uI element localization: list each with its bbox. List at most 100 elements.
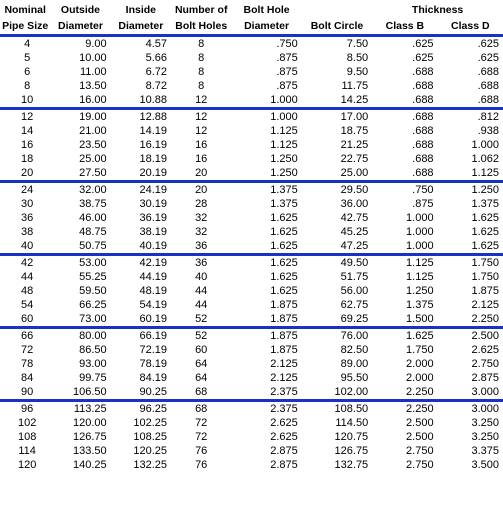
table-cell: 2.375 xyxy=(231,402,301,416)
table-cell: .688 xyxy=(372,110,437,124)
table-cell: 120.25 xyxy=(111,444,171,458)
table-cell: 16.19 xyxy=(111,138,171,152)
table-cell: 24.19 xyxy=(111,183,171,197)
table-cell: .812 xyxy=(438,110,503,124)
table-cell: 48 xyxy=(0,284,50,298)
table-cell: 78 xyxy=(0,357,50,371)
table-cell: 8 xyxy=(0,79,50,93)
table-cell: 1.000 xyxy=(372,239,437,255)
table-cell: 40.19 xyxy=(111,239,171,255)
table-row: 90106.5090.25682.375102.002.2503.000 xyxy=(0,385,503,401)
table-cell: 72 xyxy=(171,416,231,430)
table-row: 1825.0018.19161.25022.75.6881.062 xyxy=(0,152,503,166)
table-cell: 76.00 xyxy=(302,329,372,343)
table-cell: 1.625 xyxy=(231,270,301,284)
table-cell: 20 xyxy=(171,166,231,182)
table-row: 49.004.578.7507.50.625.625 xyxy=(0,37,503,51)
table-cell: 2.625 xyxy=(231,430,301,444)
table-cell: 108 xyxy=(0,430,50,444)
table-cell: 1.062 xyxy=(438,152,503,166)
table-row: 813.508.728.87511.75.688.688 xyxy=(0,79,503,93)
table-cell: 2.500 xyxy=(438,329,503,343)
table-cell: 2.875 xyxy=(438,371,503,385)
table-cell: 56.00 xyxy=(302,284,372,298)
table-cell: 133.50 xyxy=(50,444,110,458)
table-cell: .625 xyxy=(438,37,503,51)
table-cell: 48.75 xyxy=(50,225,110,239)
table-cell: 132.75 xyxy=(302,458,372,472)
table-cell: 2.000 xyxy=(372,371,437,385)
table-cell: 25.00 xyxy=(50,152,110,166)
table-cell: .688 xyxy=(372,93,437,109)
table-cell: 14 xyxy=(0,124,50,138)
table-cell: 1.625 xyxy=(438,225,503,239)
table-cell: 5.66 xyxy=(111,51,171,65)
table-cell: 55.25 xyxy=(50,270,110,284)
table-cell: 73.00 xyxy=(50,312,110,328)
table-cell: 29.50 xyxy=(302,183,372,197)
table-cell: 60 xyxy=(171,343,231,357)
table-row: 3848.7538.19321.62545.251.0001.625 xyxy=(0,225,503,239)
table-cell: 2.500 xyxy=(372,416,437,430)
table-cell: 40 xyxy=(171,270,231,284)
table-cell: 5 xyxy=(0,51,50,65)
table-cell: 47.25 xyxy=(302,239,372,255)
table-row: 3646.0036.19321.62542.751.0001.625 xyxy=(0,211,503,225)
table-cell: 60.19 xyxy=(111,312,171,328)
table-cell: 18 xyxy=(0,152,50,166)
table-cell: .750 xyxy=(372,183,437,197)
table-cell: .875 xyxy=(231,51,301,65)
table-cell: 44.19 xyxy=(111,270,171,284)
table-cell: 30 xyxy=(0,197,50,211)
table-cell: 20 xyxy=(171,183,231,197)
col-numbolt-1: Number of xyxy=(171,0,231,18)
table-cell: 10.00 xyxy=(50,51,110,65)
table-cell: 108.50 xyxy=(302,402,372,416)
table-row: 114133.50120.25762.875126.752.7503.375 xyxy=(0,444,503,458)
table-row: 2432.0024.19201.37529.50.7501.250 xyxy=(0,183,503,197)
table-cell: 2.125 xyxy=(438,298,503,312)
table-cell: 1.750 xyxy=(372,343,437,357)
table-cell: .688 xyxy=(372,65,437,79)
table-cell: 42.19 xyxy=(111,256,171,270)
table-cell: 2.250 xyxy=(372,385,437,401)
table-row: 4455.2544.19401.62551.751.1251.750 xyxy=(0,270,503,284)
table-cell: 36.00 xyxy=(302,197,372,211)
table-cell: 53.00 xyxy=(50,256,110,270)
table-cell: 49.50 xyxy=(302,256,372,270)
table-cell: 23.50 xyxy=(50,138,110,152)
table-cell: 72.19 xyxy=(111,343,171,357)
table-cell: 69.25 xyxy=(302,312,372,328)
table-cell: 50.75 xyxy=(50,239,110,255)
table-cell: 102.00 xyxy=(302,385,372,401)
table-cell: 120.00 xyxy=(50,416,110,430)
table-cell: 42.75 xyxy=(302,211,372,225)
table-row: 2027.5020.19201.25025.00.6881.125 xyxy=(0,166,503,182)
table-cell: .688 xyxy=(372,166,437,182)
table-cell: 27.50 xyxy=(50,166,110,182)
table-cell: 32 xyxy=(171,211,231,225)
table-cell: 2.125 xyxy=(231,371,301,385)
table-row: 6680.0066.19521.87576.001.6252.500 xyxy=(0,329,503,343)
table-cell: 1.000 xyxy=(231,93,301,109)
table-cell: 66.19 xyxy=(111,329,171,343)
table-cell: 1.625 xyxy=(231,239,301,255)
table-cell: 108.25 xyxy=(111,430,171,444)
table-cell: 113.25 xyxy=(50,402,110,416)
table-cell: 30.19 xyxy=(111,197,171,211)
table-cell: 10 xyxy=(0,93,50,109)
table-cell: 1.000 xyxy=(372,225,437,239)
table-cell: 3.000 xyxy=(438,402,503,416)
table-cell: 21.25 xyxy=(302,138,372,152)
table-row: 108126.75108.25722.625120.752.5003.250 xyxy=(0,430,503,444)
table-cell: 82.50 xyxy=(302,343,372,357)
table-row: 611.006.728.8759.50.688.688 xyxy=(0,65,503,79)
table-cell: 76 xyxy=(171,444,231,458)
table-cell: 132.25 xyxy=(111,458,171,472)
table-row: 5466.2554.19441.87562.751.3752.125 xyxy=(0,298,503,312)
col-outside-1: Outside xyxy=(50,0,110,18)
col-nominal-1: Nominal xyxy=(0,0,50,18)
table-cell: 2.875 xyxy=(231,458,301,472)
table-cell: 1.875 xyxy=(231,343,301,357)
table-cell: 102.25 xyxy=(111,416,171,430)
